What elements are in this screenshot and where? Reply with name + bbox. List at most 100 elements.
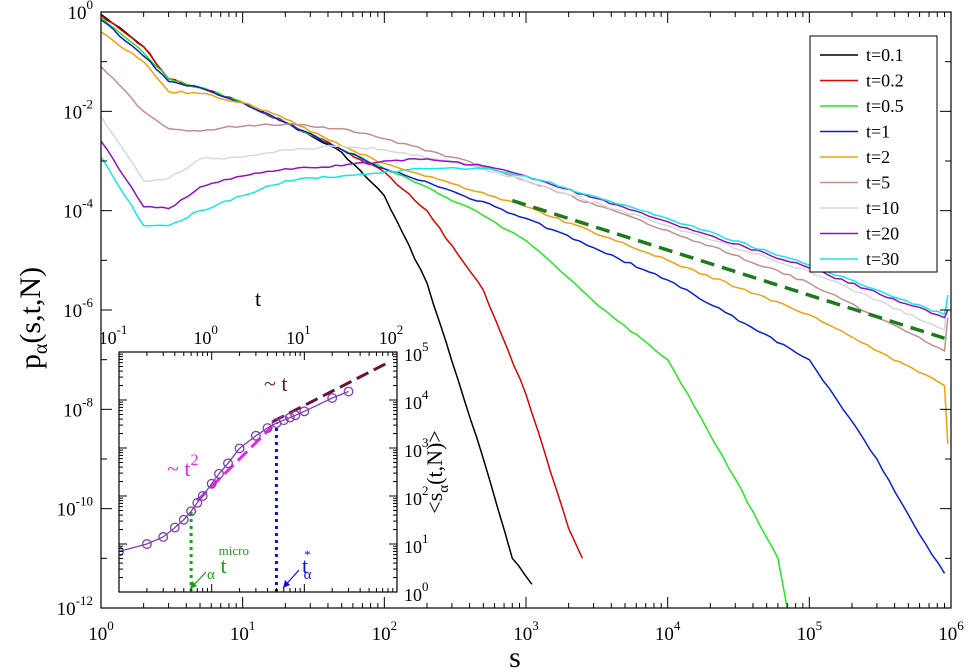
legend-label-t=10: t=10 (866, 198, 899, 218)
x-tick-label-base: 10 (372, 624, 391, 645)
main-axes: 100 101 102 103 104 105 10610010-210-410-610-8… (57, 0, 965, 645)
x-axis-label: s (509, 641, 521, 672)
inset-y-tick-label: 104 (404, 387, 429, 413)
y-tick-label: 10-2 (63, 96, 93, 123)
t-micro-arrowhead (190, 581, 197, 589)
inset-data-point (262, 423, 273, 434)
inset-x-tick-label-exponent: 1 (304, 322, 311, 337)
inset-data-point (119, 546, 124, 557)
inset-data-point (197, 491, 208, 501)
legend-label-t=0.1: t=0.1 (866, 45, 904, 65)
y-tick-label-exponent: -2 (82, 96, 93, 111)
inset-x-axis-label: t (255, 286, 261, 311)
x-tick-label-exponent: 4 (674, 618, 681, 633)
t-micro-label: tmicro α (207, 543, 249, 583)
inset-data-point (343, 386, 354, 397)
x-tick-label-base: 10 (938, 624, 957, 645)
inset-data-point (299, 406, 310, 417)
inset-data-point (234, 443, 245, 454)
y-tick-label-exponent: -4 (82, 196, 93, 211)
legend-box (809, 35, 938, 273)
inset-y-tick-label-exponent: 4 (422, 387, 429, 402)
fit-t2-label-exponent: 2 (191, 452, 199, 469)
legend-label-t=20: t=20 (866, 224, 899, 244)
legend-label-t=0.2: t=0.2 (866, 71, 904, 91)
inset-data-point (186, 506, 197, 517)
x-tick-label-base: 10 (230, 624, 249, 645)
inset-y-tick-label-base: 10 (404, 441, 422, 461)
y-tick-label-exponent: -12 (76, 593, 93, 608)
x-tick-label-exponent: 1 (249, 618, 256, 633)
inset-x-tick-label: 10-1 (99, 322, 128, 348)
legend: t=0.1 t=0.2 t=0.5 t=1 t=2 t=5 t=10 t=20 t=30 (809, 35, 938, 273)
legend-label-t=1: t=1 (866, 122, 890, 142)
fit-t2-dashed-line (196, 425, 274, 502)
legend-label-t=0.5: t=0.5 (866, 96, 904, 116)
inset-data-point (250, 430, 261, 441)
inset-x-tick-label-exponent: 2 (397, 322, 404, 337)
x-tick-label-base: 10 (797, 624, 816, 645)
y-tick-label: 10-12 (57, 593, 93, 620)
inset-data-point (192, 497, 203, 508)
series-line-t=10 (101, 115, 949, 331)
inset-y-tick-label-exponent: 1 (422, 531, 429, 546)
inset-x-tick-label-exponent: 0 (211, 322, 218, 337)
y-axis-label-main: p (14, 354, 47, 369)
inset-y-axis-label: <sα(t,N)> (422, 430, 452, 513)
fit-t2-label-prefix: ~ t (167, 456, 191, 481)
inset-data-point (327, 393, 338, 403)
inset-data-point (158, 532, 169, 542)
inset-data-point (285, 412, 295, 423)
inset-y-tick-label-base: 10 (404, 537, 422, 557)
guide-dashed-line (511, 198, 946, 340)
inset-x-tick-label-base: 10 (193, 328, 211, 348)
y-axis-label: pα(s,t,N) (14, 267, 52, 369)
inset-plot-frame (118, 351, 398, 593)
y-tick-label: 10-4 (63, 196, 93, 223)
inset-data-point (206, 478, 217, 489)
inset-y-tick-label: 105 (404, 339, 429, 365)
inset-x-tick-label-base: 10 (379, 328, 397, 348)
x-tick-label-exponent: 3 (532, 618, 539, 633)
y-tick-label-base: 10 (57, 599, 76, 620)
x-tick-label: 100 (88, 618, 114, 645)
inset-x-tick-label-exponent: -1 (117, 322, 128, 337)
x-tick-label: 105 (797, 618, 823, 645)
inset-y-tick-label-exponent: 3 (422, 435, 429, 450)
y-tick-label-exponent: -10 (76, 494, 93, 509)
inset-x-tick-label-base: 10 (99, 328, 117, 348)
inset-y-tick-label: 101 (404, 531, 429, 557)
y-tick-label-base: 10 (63, 301, 82, 322)
y-tick-label: 10-8 (63, 394, 93, 421)
t-star-label: t* α (302, 547, 312, 583)
inset-data-point (178, 514, 189, 525)
x-tick-label: 101 (230, 618, 256, 645)
inset-data-point (290, 410, 301, 421)
inset-y-tick-label-exponent: 5 (422, 339, 429, 354)
inset-x-tick-label-base: 10 (286, 328, 304, 348)
y-tick-label-base: 10 (63, 102, 82, 123)
x-tick-label-base: 10 (513, 624, 532, 645)
x-tick-label: 103 (513, 618, 539, 645)
y-tick-label-base: 10 (63, 202, 82, 223)
inset-y-axis-label-args: (t,N)> (422, 430, 447, 485)
t-star-label-main: t (302, 553, 308, 578)
t-micro-label-main: t (221, 553, 227, 578)
inset-y-tick-label: 100 (404, 579, 429, 605)
inset-x-tick-label: 101 (286, 322, 311, 348)
legend-label-t=2: t=2 (866, 147, 890, 167)
legend-label-t=30: t=30 (866, 249, 899, 269)
inset-data-point (214, 468, 224, 479)
x-tick-label-exponent: 6 (957, 618, 964, 633)
inset-data-point (141, 539, 152, 549)
inset-y-tick-label-base: 10 (404, 345, 422, 365)
main-series-group (101, 13, 949, 608)
inset-series-group (119, 361, 389, 592)
x-tick-label-exponent: 2 (391, 618, 398, 633)
inset-data-point (278, 415, 289, 426)
t-star-label-sub: α (304, 567, 312, 583)
x-tick-label-exponent: 5 (816, 618, 823, 633)
x-tick-label-base: 10 (88, 624, 107, 645)
y-axis-label-sub: α (30, 343, 52, 354)
